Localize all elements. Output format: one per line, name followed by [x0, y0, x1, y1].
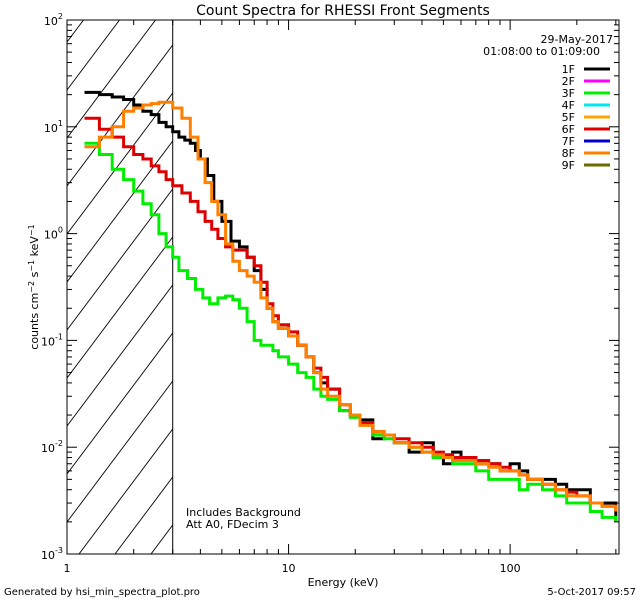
hatch-line: [67, 20, 120, 91]
hatch-line: [0, 20, 12, 554]
hatch-line: [511, 20, 640, 554]
y-axis-label-exponent: −1: [27, 224, 36, 236]
hatch-line: [295, 20, 640, 554]
hatch-line: [78, 428, 173, 554]
x-tick-label: 100: [500, 562, 521, 575]
annotation-attenuator: Att A0, FDecim 3: [186, 518, 279, 531]
hatch-line: [67, 188, 173, 331]
hatch-line: [67, 44, 173, 187]
y-tick-label: 101: [44, 119, 63, 135]
date-label: 29-May-2017: [541, 33, 613, 46]
y-tick-base: 10: [41, 442, 55, 455]
hatch-line: [67, 20, 156, 139]
time-range-label: 01:08:00 to 01:09:00: [483, 45, 600, 58]
x-tick-label: 1: [64, 562, 71, 575]
legend-label: 3F: [562, 87, 575, 100]
y-axis-label: counts cm−2 s−1 keV−1: [27, 224, 42, 349]
hatch-line: [367, 20, 640, 554]
y-tick-base: 10: [44, 122, 58, 135]
y-tick-base: 10: [41, 549, 55, 562]
y-tick-label: 10-1: [41, 332, 63, 348]
y-tick-exponent: 0: [58, 226, 63, 235]
y-tick-exponent: -3: [55, 546, 63, 555]
y-tick-exponent: -2: [55, 439, 63, 448]
series-8f: [84, 100, 618, 512]
hatch-line: [67, 236, 173, 379]
hatch-line: [475, 20, 640, 554]
y-tick-label: 10-3: [41, 546, 63, 562]
hatch-line: [331, 20, 640, 554]
footer-timestamp: 5-Oct-2017 09:57: [547, 587, 636, 598]
y-tick-base: 10: [41, 335, 55, 348]
y-tick-label: 10-2: [41, 439, 63, 455]
hatch-line: [0, 20, 48, 554]
x-tick-label: 10: [282, 562, 296, 575]
hatch-line: [583, 20, 640, 554]
hatch-line: [439, 20, 640, 554]
hatch-line: [67, 380, 173, 523]
y-axis-label-part: keV: [28, 236, 41, 260]
legend-label: 8F: [562, 147, 575, 160]
series-3f: [84, 141, 618, 522]
hatch-line: [150, 524, 173, 554]
legend-label: 5F: [562, 111, 575, 124]
y-tick-base: 10: [44, 229, 58, 242]
hatch-line: [259, 20, 640, 554]
x-axis: 1 10 100: [64, 20, 617, 575]
hatch-line: [67, 332, 173, 475]
plot-frame: [66, 19, 620, 555]
y-axis-label-part: s: [28, 271, 41, 280]
y-axis-label-part: counts cm: [28, 293, 41, 350]
chart-title: Count Spectra for RHESSI Front Segments: [196, 3, 490, 19]
y-tick-label: 102: [44, 12, 63, 28]
y-axis-label-exponent: −1: [27, 260, 36, 272]
legend-label: 4F: [562, 99, 575, 112]
legend-label: 1F: [562, 63, 575, 76]
hatch-line: [67, 20, 84, 43]
legend-label: 9F: [562, 159, 575, 172]
series-1f: [84, 90, 618, 522]
generated-by: Generated by hsi_min_spectra_plot.pro: [4, 587, 200, 598]
x-axis-label: Energy (keV): [308, 576, 379, 589]
hatch-line: [67, 92, 173, 235]
annotation-background: Includes Background: [186, 506, 301, 519]
y-tick-exponent: 2: [58, 12, 63, 21]
legend-label: 2F: [562, 75, 575, 88]
y-tick-exponent: 1: [58, 119, 63, 128]
y-axis-label-exponent: −2: [27, 281, 36, 293]
hatched-region: [0, 20, 640, 554]
hatch-line: [619, 20, 640, 554]
hatch-line: [114, 476, 173, 554]
y-tick-base: 10: [44, 15, 58, 28]
y-tick-exponent: -1: [55, 332, 63, 341]
legend-label: 6F: [562, 123, 575, 136]
series-6f: [84, 116, 618, 512]
y-tick-label: 100: [44, 226, 63, 242]
series-layer: [84, 90, 618, 522]
hatch-line: [67, 284, 173, 427]
legend-label: 7F: [562, 135, 575, 148]
